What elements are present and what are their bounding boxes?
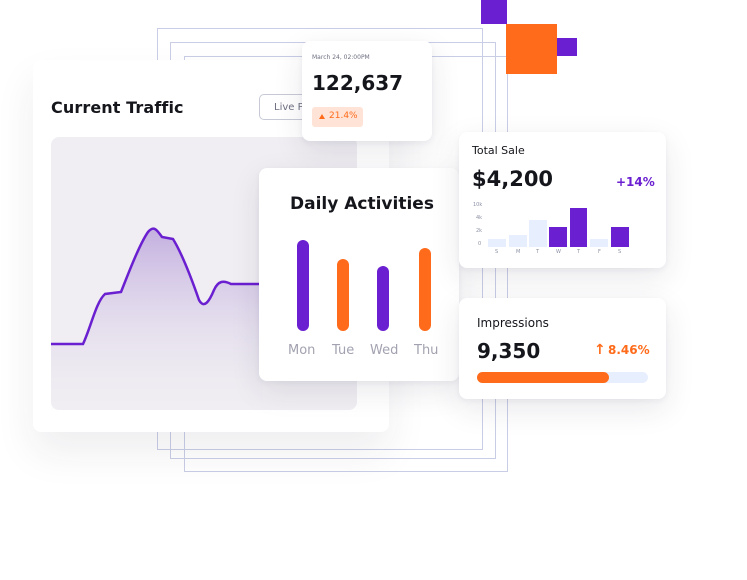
x-tick-w: W [556, 249, 561, 255]
daily-activities-title: Daily Activities [290, 194, 434, 214]
triangle-up-icon [319, 114, 325, 119]
sale-bar-f [590, 239, 608, 247]
bar-thu [419, 248, 431, 331]
metric-change-badge [312, 107, 363, 127]
y-tick-4k: 4k [476, 215, 483, 221]
y-tick-10k: 10k [473, 202, 483, 208]
arrow-up-icon: ↑ [594, 342, 606, 358]
impressions-value: 9,350 [477, 339, 541, 363]
traffic-chart-svg [51, 227, 263, 410]
bar-wed [377, 266, 389, 331]
x-tick-t2: T [577, 249, 581, 255]
x-tick-m: M [516, 249, 521, 255]
impressions-change: 8.46% [608, 343, 650, 357]
total-sale-title: Total Sale [472, 144, 525, 157]
day-label-mon: Mon [288, 343, 316, 358]
y-tick-0: 0 [478, 241, 482, 247]
metric-value: 122,637 [312, 71, 404, 95]
sale-bar-t2 [570, 208, 587, 247]
y-tick-2k: 2k [476, 228, 483, 234]
day-label-wed: Wed [370, 343, 399, 358]
decor-square-purple-small [557, 38, 577, 56]
x-tick-t1: T [536, 249, 540, 255]
traffic-area [51, 228, 263, 410]
day-label-thu: Thu [414, 343, 439, 358]
sale-bar-t1 [529, 220, 547, 247]
metric-card: March 24, 02:00PM 122,637 21.4% [302, 41, 432, 141]
impressions-progress-fill [477, 372, 609, 383]
impressions-card: Impressions 9,350 ↑ 8.46% [459, 298, 666, 399]
total-sale-value: $4,200 [472, 167, 554, 191]
bar-tue [337, 259, 349, 331]
sale-bar-m [509, 235, 527, 247]
sale-bar-s2 [611, 227, 629, 247]
x-tick-f: F [598, 249, 601, 255]
impressions-title: Impressions [477, 316, 549, 330]
bar-mon [297, 240, 309, 331]
traffic-line [51, 227, 263, 346]
total-sale-card: Total Sale $4,200 +14% 10k 4k 2k 0 S M T… [459, 132, 666, 268]
metric-change: 21.4% [329, 111, 358, 121]
total-sale-change: +14% [616, 175, 655, 189]
x-tick-s1: S [495, 249, 499, 255]
daily-activities-card: Daily Activities Mon Tue Wed Thu [259, 168, 459, 381]
sale-bar-s1 [488, 239, 506, 247]
decor-square-orange [506, 24, 557, 74]
decor-square-purple [481, 0, 507, 24]
current-traffic-title: Current Traffic [51, 98, 184, 117]
sale-bar-w [549, 227, 567, 247]
metric-timestamp: March 24, 02:00PM [312, 54, 370, 61]
day-label-tue: Tue [332, 343, 355, 358]
x-tick-s2: S [618, 249, 622, 255]
